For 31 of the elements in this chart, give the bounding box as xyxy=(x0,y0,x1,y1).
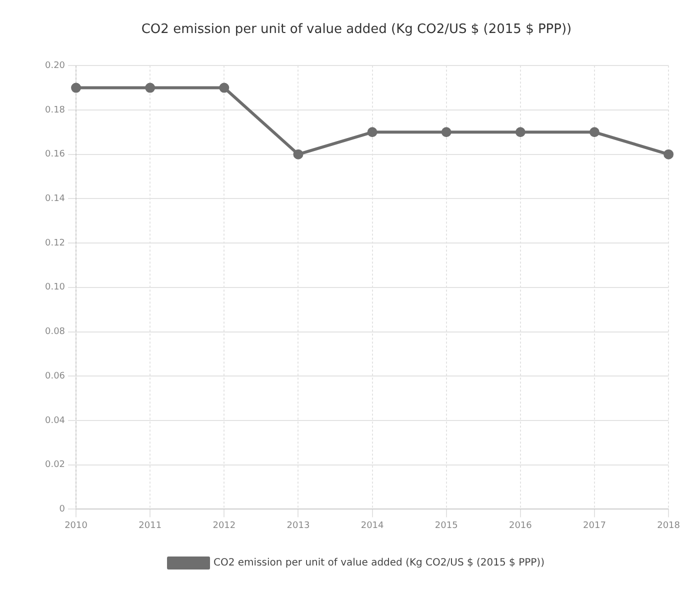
x-tick-label: 2015 xyxy=(434,520,458,531)
x-tick-label: 2011 xyxy=(138,520,162,531)
y-tick-label: 0.14 xyxy=(44,194,66,204)
y-tick-label: 0.04 xyxy=(44,416,66,426)
point xyxy=(515,127,526,138)
point xyxy=(145,82,156,93)
y-tick-label: 0.02 xyxy=(44,460,66,470)
point xyxy=(71,82,82,93)
y-tick-label: 0.20 xyxy=(44,60,66,71)
x-tick-label: 2013 xyxy=(286,520,310,531)
x-tick-label: 2016 xyxy=(508,520,532,531)
point xyxy=(664,149,674,160)
y-tick-label: 0.12 xyxy=(44,238,66,248)
x-tick-label: 2010 xyxy=(64,520,88,531)
y-tick-label: 0.08 xyxy=(44,327,66,338)
point xyxy=(293,149,304,160)
x-tick-label: 2018 xyxy=(657,520,680,531)
point xyxy=(367,127,378,138)
y-tick-label: 0.10 xyxy=(44,282,66,293)
point xyxy=(589,127,600,138)
point xyxy=(441,127,452,138)
y-tick-label: 0.06 xyxy=(44,371,66,382)
y-tick-label: 0.16 xyxy=(44,150,66,160)
x-tick-label: 2014 xyxy=(360,520,384,531)
x-tick-label: 2017 xyxy=(583,520,606,531)
y-tick-label: 0.18 xyxy=(44,105,66,116)
x-tick-label: 2012 xyxy=(212,520,236,531)
y-tick-label: 0 xyxy=(59,504,66,515)
point xyxy=(219,82,230,93)
chart-title: CO2 emission per unit of value added (Kg CO2/US $ (2015 $ PPP)) xyxy=(141,22,572,38)
legend-label: CO2 emission per unit of value added (Kg CO2/US $ (2015 $ PPP)) xyxy=(214,558,545,569)
